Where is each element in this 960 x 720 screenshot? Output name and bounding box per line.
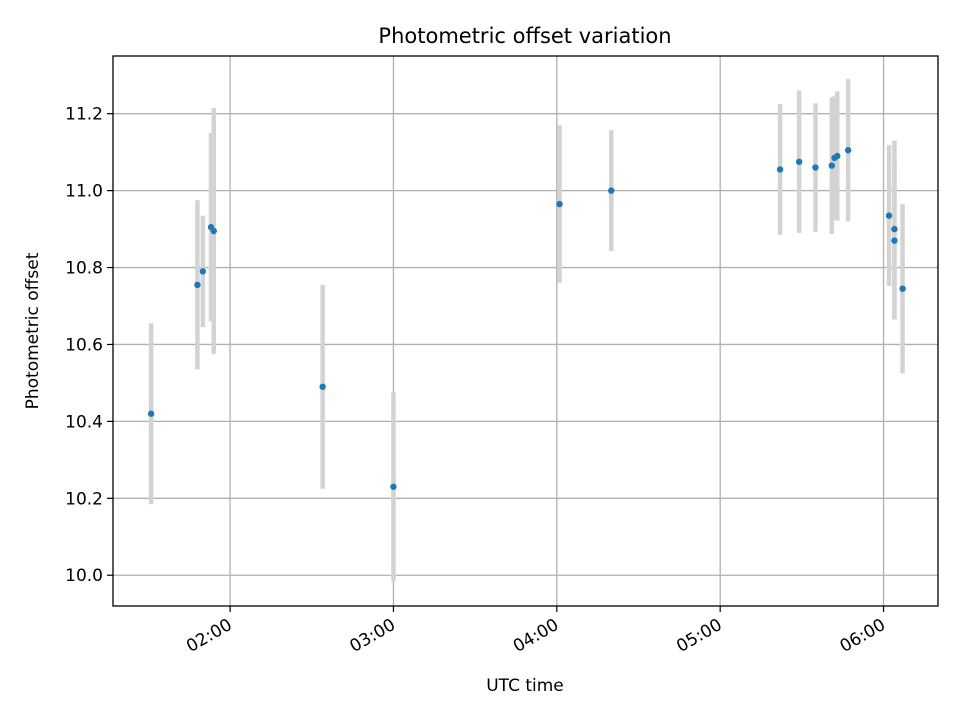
data-point [844, 147, 852, 154]
y-tick-label: 11.2 [65, 105, 103, 125]
x-axis-label: UTC time [486, 676, 564, 696]
y-tick-label: 10.6 [65, 335, 103, 355]
data-point [319, 383, 326, 390]
data-point [210, 227, 217, 235]
y-tick-label: 10.4 [65, 412, 103, 432]
data-point [556, 200, 563, 208]
data-point [199, 268, 207, 275]
data-point [891, 237, 898, 244]
data-point [608, 187, 615, 194]
data-point [812, 164, 819, 171]
y-tick-label: 10.0 [65, 566, 103, 586]
data-point [147, 410, 155, 417]
data-point [891, 225, 898, 233]
data-point [834, 152, 841, 160]
y-tick-label: 10.8 [65, 259, 103, 279]
data-point [828, 162, 836, 169]
data-points [147, 147, 906, 490]
chart-title: Photometric offset variation [378, 24, 671, 48]
data-point [899, 285, 906, 292]
y-axis-label: Photometric offset [23, 252, 43, 409]
data-point [795, 158, 803, 165]
y-tick-label: 10.2 [65, 489, 103, 509]
data-point [390, 483, 397, 490]
data-point [885, 212, 893, 219]
plot-frame [112, 55, 939, 607]
y-tick-label: 11.0 [65, 182, 103, 202]
data-point [776, 166, 784, 173]
data-point [194, 281, 201, 289]
